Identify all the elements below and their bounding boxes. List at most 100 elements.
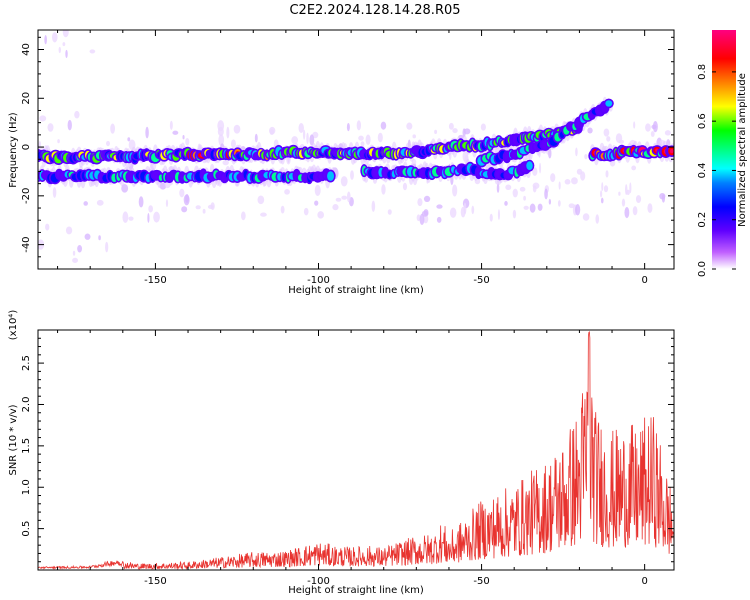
spectrogram-speckle (358, 135, 364, 141)
snr-y-label: SNR (10 * v/v) (8, 404, 19, 475)
spectrogram-speckle (340, 176, 348, 187)
spectrogram-speckle (601, 182, 604, 192)
spectrogram-speckle (218, 134, 225, 146)
spectrogram-speckle (57, 139, 60, 144)
spectrogram-speckle (584, 154, 588, 160)
spectrogram-speckle (651, 124, 657, 130)
spectrogram-speckle (51, 32, 58, 43)
spectrogram-speckle (633, 121, 636, 129)
spectrogram-speckle (360, 141, 365, 147)
spectrogram-speckle (284, 189, 290, 195)
spectrogram-speckle (512, 209, 517, 219)
spectrogram-speckle (226, 126, 230, 139)
spectrogram-x-tick-label: -100 (307, 275, 330, 286)
spectrogram-speckle (380, 121, 387, 130)
spectrogram-speckle (195, 205, 201, 210)
spectrogram-speckle (72, 250, 76, 256)
spectrogram-speckle (65, 226, 73, 235)
spectrogram-speckle (568, 203, 575, 209)
spectrogram-speckle (580, 171, 586, 181)
spectrogram-speckle (309, 134, 315, 146)
spectrogram-speckle (575, 204, 581, 216)
spectrogram-speckle (341, 195, 348, 200)
snr-y-tick-label: 1.0 (21, 479, 32, 495)
colorbar-tick-label: 0.6 (697, 113, 708, 129)
spectrogram-speckle (558, 181, 561, 190)
spectrogram-speckle (618, 191, 621, 196)
spectrogram-speckle (564, 179, 571, 185)
spectrogram-speckle (529, 203, 536, 213)
spectrogram-speckle (179, 188, 185, 198)
spectrogram-speckle (659, 192, 666, 200)
snr-background (38, 330, 674, 570)
snr-y-tick-label: 0.5 (21, 521, 32, 537)
spectrogram-speckle (346, 191, 351, 203)
spectrogram-speckle (460, 206, 466, 218)
spectrogram-speckle (381, 184, 386, 195)
spectrogram-speckle (62, 30, 69, 38)
spectrogram-y-tick-label: -40 (21, 236, 32, 252)
spectrogram-speckle (434, 129, 438, 135)
snr-frame (37, 329, 675, 571)
spectrogram-speckle (72, 257, 79, 263)
spectrogram-speckle (217, 126, 224, 137)
spectrogram-y-tick-label: -20 (21, 188, 32, 204)
spectrogram-speckle (436, 204, 443, 209)
snr-x-tick-label: 0 (641, 576, 647, 587)
spectrogram-speckle (621, 198, 626, 207)
snr-x-axis: -150 -100 -50 0 (57, 330, 648, 587)
spectrogram-speckle (65, 49, 68, 59)
spectrogram-speckle (314, 184, 321, 196)
spectrogram-speckle (645, 123, 651, 132)
spectrogram-speckle (605, 170, 609, 178)
spectrogram-speckle (416, 214, 421, 222)
spectrogram-speckle (419, 213, 425, 226)
spectrogram-speckle (436, 216, 442, 223)
spectrogram-speckle (317, 211, 325, 219)
spectrogram-speckle (122, 211, 129, 223)
spectrogram-y-tick-label: 0 (21, 144, 32, 150)
spectrogram-speckle (105, 241, 109, 253)
spectrogram-speckle (523, 195, 526, 201)
spectrogram-speckle (537, 203, 543, 211)
spectrogram-speckle (489, 213, 493, 222)
spectrogram-speckle (202, 208, 206, 214)
snr-panel: -150 -100 -50 0 0.5 1.0 1.5 2.0 2.5 Height of s… (8, 310, 675, 596)
spectrogram-speckle (312, 131, 319, 139)
spectrogram-speckle (600, 197, 604, 204)
spectrogram-speckle (497, 209, 501, 221)
spectrogram-blob (526, 161, 533, 171)
spectrogram-speckle (365, 134, 371, 145)
spectrogram-speckle (603, 128, 610, 137)
spectrogram-x-tick-label: -150 (144, 275, 167, 286)
spectrogram-speckle (532, 185, 537, 193)
spectrogram-speckle (550, 173, 556, 183)
spectrogram-speckle (128, 216, 134, 221)
spectrogram-speckle (635, 195, 642, 203)
colorbar-ticks: 0.0 0.2 0.4 0.6 0.8 (697, 64, 736, 277)
spectrogram-speckle (606, 136, 611, 142)
spectrogram-speckle (303, 207, 309, 216)
spectrogram-speckle (452, 128, 458, 134)
spectrogram-speckle (519, 186, 526, 192)
spectrogram-speckle (230, 139, 236, 149)
spectrogram-blob (327, 171, 335, 181)
spectrogram-speckle (269, 129, 275, 136)
spectrogram-speckle (147, 213, 150, 223)
spectrogram-speckle (587, 127, 593, 134)
spectrogram-x-tick-label: -50 (473, 275, 489, 286)
colorbar-bar (712, 30, 736, 269)
spectrogram-speckle (532, 167, 538, 176)
spectrogram-speckle (84, 233, 91, 240)
spectrogram-speckle (575, 147, 578, 157)
spectrogram-speckle (371, 200, 376, 212)
spectrogram-speckle (626, 189, 630, 195)
colorbar-label: Normalized spectral amplitude (737, 73, 748, 227)
spectrogram-speckle (257, 195, 265, 205)
spectrogram-speckle (314, 200, 319, 206)
spectrogram-speckle (153, 211, 160, 223)
spectrogram-speckle (571, 177, 578, 185)
snr-x-tick-label: -150 (144, 576, 167, 587)
spectrogram-speckle (650, 131, 655, 137)
spectrogram-speckle (127, 137, 131, 142)
